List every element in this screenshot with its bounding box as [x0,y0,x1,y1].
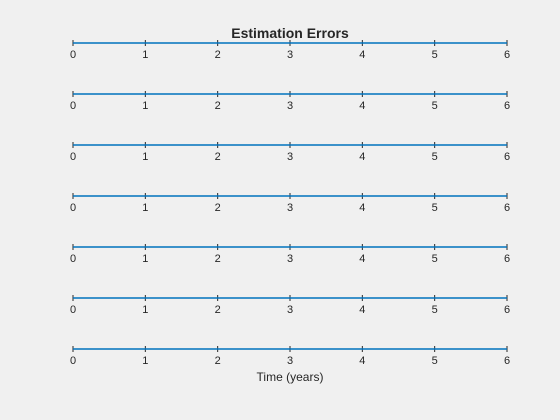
x-tick-label: 4 [359,253,365,265]
x-tick-label: 0 [70,253,76,265]
x-tick-label: 3 [287,202,293,214]
x-tick-label: 6 [504,49,510,61]
x-tick-label: 6 [504,202,510,214]
x-tick-label: 5 [432,304,438,316]
x-tick-label: 4 [359,100,365,112]
x-tick-label: 3 [287,49,293,61]
x-tick-label: 4 [359,355,365,367]
x-tick-label: 2 [215,100,221,112]
x-tick-label: 5 [432,202,438,214]
x-tick-label: 1 [142,202,148,214]
x-tick-label: 3 [287,355,293,367]
x-tick-label: 1 [142,355,148,367]
x-tick-label: 1 [142,100,148,112]
x-tick-label: 5 [432,253,438,265]
x-tick-label: 0 [70,355,76,367]
x-tick-label: 1 [142,151,148,163]
x-tick-label: 6 [504,100,510,112]
x-tick-label: 0 [70,202,76,214]
subplot-3: 0 1 2 3 4 5 6 [70,142,510,163]
subplot-2: 0 1 2 3 4 5 6 [70,91,510,112]
x-tick-label: 0 [70,100,76,112]
x-tick-label: 1 [142,49,148,61]
x-tick-label: 6 [504,304,510,316]
x-tick-label: 6 [504,151,510,163]
x-tick-label: 4 [359,151,365,163]
x-tick-label: 0 [70,304,76,316]
x-tick-label: 2 [215,355,221,367]
x-tick-label: 3 [287,151,293,163]
x-tick-label: 1 [142,253,148,265]
x-tick-label: 6 [504,355,510,367]
x-tick-label: 2 [215,49,221,61]
subplot-6: 0 1 2 3 4 5 6 [70,295,510,316]
x-tick-label: 1 [142,304,148,316]
x-tick-label: 5 [432,100,438,112]
chart-title: Estimation Errors [231,25,349,41]
x-tick-label: 3 [287,100,293,112]
x-tick-label: 4 [359,304,365,316]
x-tick-label: 3 [287,253,293,265]
x-tick-label: 0 [70,49,76,61]
subplot-panels: 0 1 2 3 4 5 6 0 1 2 3 4 5 6 0 1 2 3 4 5 6 0 1 2 3 4 5 6 0 1 2 3 4 5 6 0 1 2 3 4… [70,40,510,367]
subplot-5: 0 1 2 3 4 5 6 [70,244,510,265]
subplot-4: 0 1 2 3 4 5 6 [70,193,510,214]
x-tick-label: 2 [215,202,221,214]
subplot-1: 0 1 2 3 4 5 6 [70,40,510,61]
x-tick-label: 2 [215,253,221,265]
x-tick-label: 5 [432,49,438,61]
x-tick-label: 5 [432,355,438,367]
x-tick-label: 2 [215,151,221,163]
x-tick-label: 2 [215,304,221,316]
x-tick-label: 5 [432,151,438,163]
x-tick-label: 4 [359,49,365,61]
x-tick-label: 4 [359,202,365,214]
x-tick-label: 3 [287,304,293,316]
x-axis-label: Time (years) [257,370,324,384]
x-tick-label: 6 [504,253,510,265]
subplot-7: 0 1 2 3 4 5 6 [70,346,510,367]
x-tick-label: 0 [70,151,76,163]
